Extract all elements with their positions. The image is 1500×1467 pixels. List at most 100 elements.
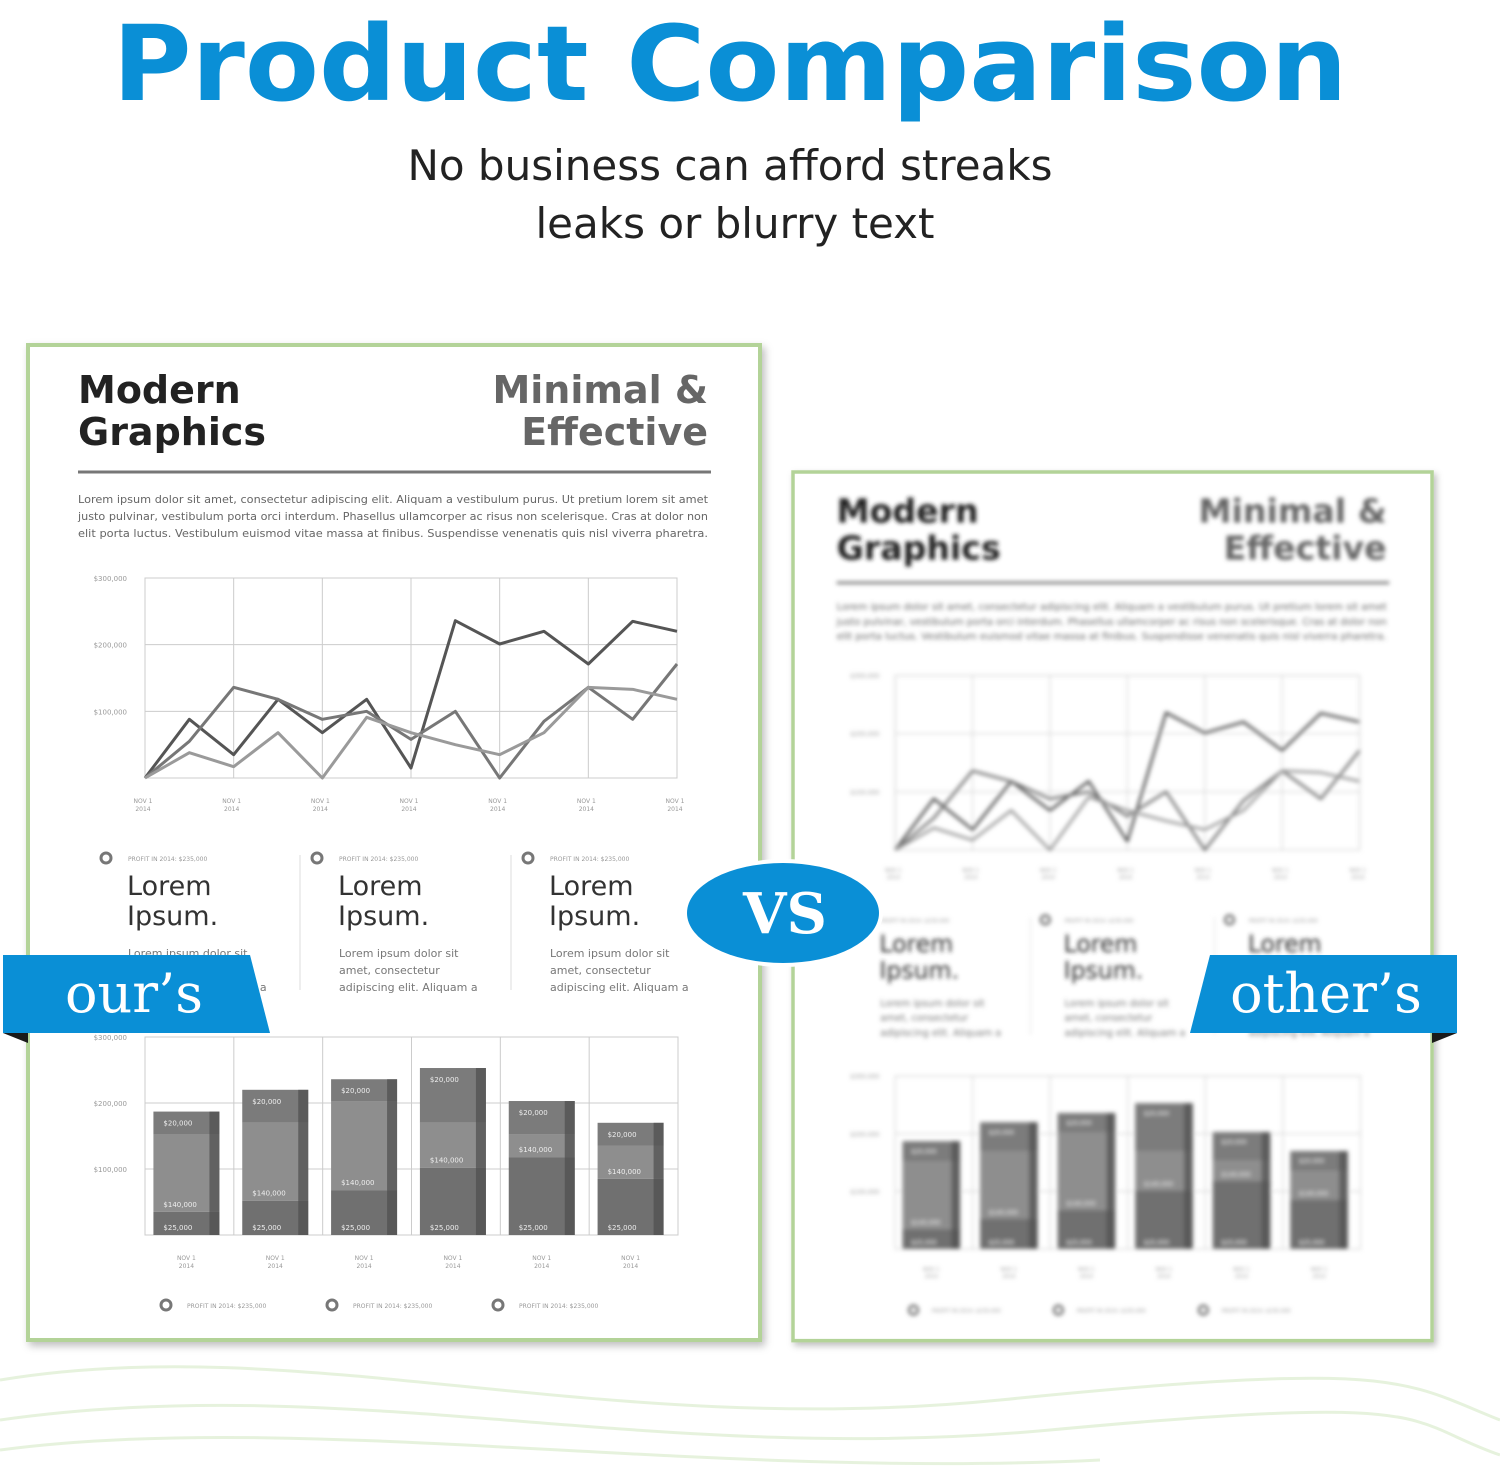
legend-text: PROFIT IN 2014: $235,000 <box>932 1309 1001 1315</box>
y-tick-label: $200,000 <box>94 1100 127 1108</box>
vs-text: VS <box>742 881 827 947</box>
y-tick-label: $100,000 <box>94 1166 127 1174</box>
bar-segment <box>242 1089 309 1123</box>
stat-title: Ipsum. <box>549 901 640 932</box>
bar-segment <box>153 1211 220 1235</box>
x-tick-label: 2014 <box>1080 1274 1094 1280</box>
y-tick-label: $200,000 <box>94 642 127 650</box>
stat-caption: PROFIT IN 2014: $235,000 <box>339 856 418 863</box>
x-tick-label: 2014 <box>401 806 416 813</box>
x-tick-label: 2014 <box>356 1263 371 1270</box>
line-series <box>144 685 678 780</box>
segment-label: $140,000 <box>1066 1200 1095 1207</box>
bar-side <box>209 1111 220 1235</box>
segment-label: $20,000 <box>430 1076 459 1084</box>
stat-title: Lorem <box>1248 930 1322 958</box>
stat-bullet <box>1039 914 1051 926</box>
bar-side <box>564 1101 575 1235</box>
segment-label: $25,000 <box>911 1240 936 1247</box>
bar-side <box>475 1068 486 1235</box>
heading-right: Effective <box>521 410 708 454</box>
heading-right: Minimal & <box>1199 492 1387 531</box>
x-tick-label: 2014 <box>1235 1274 1249 1280</box>
bar-side <box>387 1079 398 1235</box>
bar-segment <box>1212 1180 1271 1249</box>
stat-title: Lorem <box>549 871 634 902</box>
x-tick-label: NOV 1 <box>1117 868 1133 874</box>
x-tick-label: 2014 <box>445 1263 460 1270</box>
badge-text: our’s <box>65 962 203 1025</box>
background-waves <box>0 1365 1500 1466</box>
stat-text: adipiscing elit. Aliquam a <box>550 981 689 994</box>
segment-label: $20,000 <box>163 1120 192 1128</box>
ribbon-fold <box>1432 1033 1457 1043</box>
segment-label: $25,000 <box>430 1224 459 1232</box>
bar-segment <box>242 1200 309 1235</box>
segment-label: $140,000 <box>608 1168 641 1176</box>
stat-text: Lorem ipsum dolor sit <box>880 998 984 1009</box>
badge-vs: VS <box>683 859 883 967</box>
stat-text: Lorem ipsum dolor sit <box>550 947 670 960</box>
bar-side <box>951 1141 961 1249</box>
x-tick-label: 2014 <box>135 806 150 813</box>
bar-segment <box>597 1122 664 1146</box>
bar-side <box>1106 1112 1116 1249</box>
x-tick-label: 2014 <box>224 806 239 813</box>
legend-bullet <box>907 1304 920 1316</box>
legend-bullet <box>1197 1304 1209 1316</box>
x-tick-label: NOV 1 <box>1040 868 1056 874</box>
segment-label: $140,000 <box>341 1179 374 1187</box>
bar-side <box>298 1089 309 1235</box>
segment-label: $25,000 <box>1221 1240 1246 1247</box>
bar-segment <box>508 1101 575 1135</box>
x-tick-label: NOV 1 <box>1311 1267 1327 1273</box>
stat-text: amet, consectetur <box>550 964 651 977</box>
bar-segment <box>1135 1190 1193 1249</box>
x-tick-label: 2014 <box>887 875 901 881</box>
x-tick-label: NOV 1 <box>134 798 153 805</box>
stat-title: Lorem <box>127 871 212 902</box>
x-tick-label: NOV 1 <box>400 798 419 805</box>
bar-segment <box>1212 1132 1271 1161</box>
ribbon <box>1190 955 1457 1033</box>
y-tick-label: $300,000 <box>850 673 879 680</box>
segment-label: $25,000 <box>608 1224 637 1232</box>
segment-label: $25,000 <box>1066 1240 1091 1247</box>
x-tick-label: NOV 1 <box>963 868 979 874</box>
bar-segment <box>1290 1199 1348 1249</box>
x-tick-label: NOV 1 <box>177 1255 196 1262</box>
bar-segment <box>902 1228 961 1249</box>
legend-bullet <box>159 1298 173 1312</box>
x-tick-label: 2014 <box>1119 875 1133 881</box>
legend-text: PROFIT IN 2014: $235,000 <box>353 1303 432 1310</box>
x-tick-label: NOV 1 <box>923 1267 939 1273</box>
legend-bullet <box>325 1298 339 1312</box>
y-tick-label: $200,000 <box>850 731 879 738</box>
bar-segment <box>1212 1160 1271 1181</box>
x-tick-label: 2014 <box>925 1274 939 1280</box>
subtitle: No business can afford streaks <box>407 141 1052 190</box>
x-tick-label: 2014 <box>179 1263 194 1270</box>
x-tick-label: NOV 1 <box>1233 1267 1249 1273</box>
stat-text: Lorem ipsum dolor sit <box>339 947 459 960</box>
segment-label: $140,000 <box>989 1210 1018 1217</box>
segment-label: $20,000 <box>252 1098 281 1106</box>
segment-label: $20,000 <box>1066 1120 1091 1127</box>
segment-label: $140,000 <box>1299 1191 1328 1198</box>
heading-left: Modern <box>78 368 241 412</box>
x-tick-label: NOV 1 <box>488 798 507 805</box>
x-tick-label: NOV 1 <box>532 1255 551 1262</box>
legend-text: PROFIT IN 2014: $235,000 <box>1222 1309 1291 1315</box>
bar-side <box>653 1122 664 1235</box>
bar-side <box>1028 1122 1038 1249</box>
segment-label: $140,000 <box>911 1219 940 1226</box>
bar-side <box>1184 1103 1193 1249</box>
x-tick-label: 2014 <box>1042 875 1056 881</box>
bar-segment <box>597 1145 664 1179</box>
stat-title: Lorem <box>1064 930 1138 958</box>
bar-side <box>1339 1151 1348 1249</box>
y-tick-label: $300,000 <box>94 1034 127 1042</box>
badge-ours: our’s <box>3 955 270 1043</box>
legend-text: PROFIT IN 2014: $235,000 <box>1077 1309 1146 1315</box>
